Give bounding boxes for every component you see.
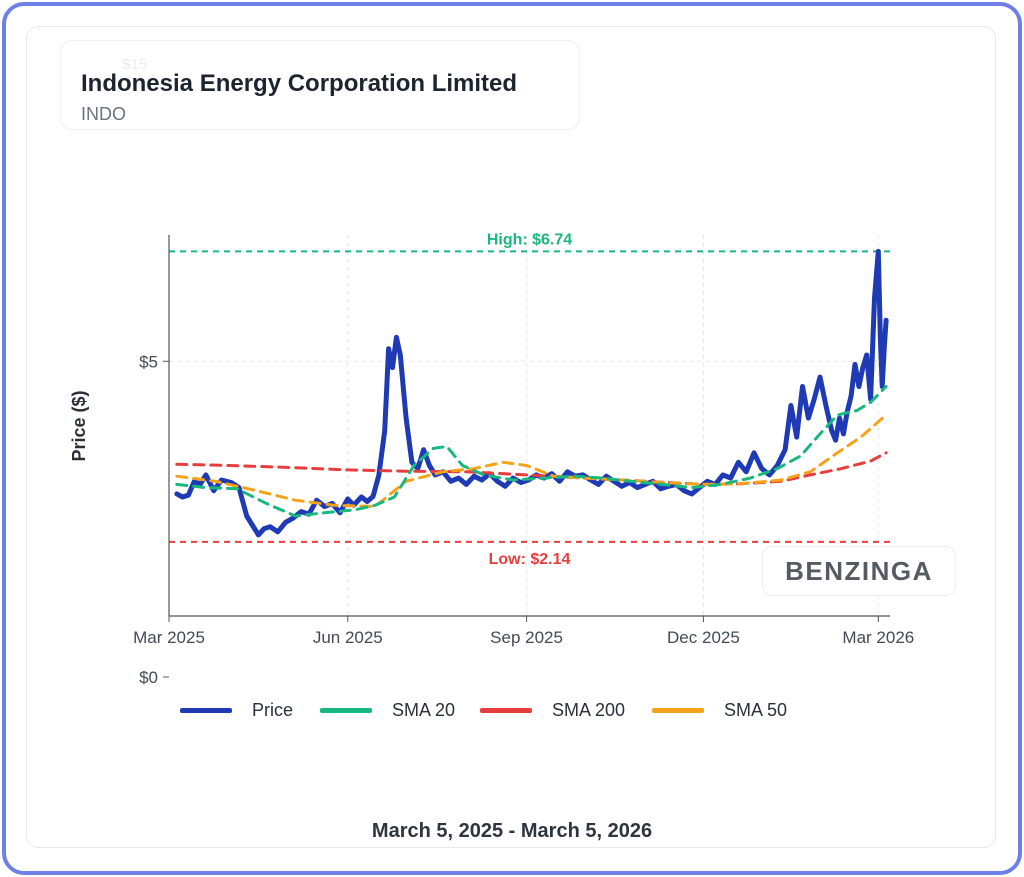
legend-label: Price [252,700,294,720]
legend-label: SMA 20 [392,700,456,720]
series-line-sma-200 [175,451,888,486]
series-line-price [174,248,889,538]
high-label: High: $6.74 [487,231,572,248]
y-axis-label: Price ($) [69,390,89,461]
legend-swatch [320,708,372,713]
reference-lines: High: $6.74 Low: $2.14 [169,231,890,568]
x-tick-label: Jun 2025 [313,628,383,647]
legend-label: SMA 200 [552,700,626,720]
series-line-sma-50 [175,413,888,508]
legend-label: SMA 50 [724,700,788,720]
benzinga-watermark: BENZINGA [762,546,956,596]
ticker-symbol: INDO [81,104,126,124]
y-tick-label: $5 [139,352,158,371]
legend-swatch [180,708,232,713]
x-tick-label: Mar 2025 [133,628,205,647]
legend-swatch [652,708,704,713]
grid [168,235,890,616]
legend-item[interactable]: SMA 20 [320,700,455,721]
legend-item[interactable]: SMA 200 [480,700,625,721]
axes: Mar 2025 Jun 2025 Sep 2025 Dec 2025 Mar 2026… [133,235,914,687]
x-tick-label: Sep 2025 [490,628,563,647]
low-label: Low: $2.14 [489,551,571,568]
date-range: March 5, 2025 - March 5, 2026 [371,820,653,842]
y-tick-label: $0 [139,668,158,687]
x-tick-label: Mar 2026 [842,628,914,647]
series-line-sma-20 [175,385,888,518]
x-tick-label: Dec 2025 [667,628,740,647]
legend-item[interactable]: SMA 50 [652,700,787,721]
legend-item[interactable]: Price [180,700,293,721]
series [174,248,889,538]
company-name: Indonesia Energy Corporation Limited [81,70,518,97]
title-box [60,40,580,130]
ghost-axis-label: $15 [122,56,148,73]
legend-swatch [480,708,532,713]
